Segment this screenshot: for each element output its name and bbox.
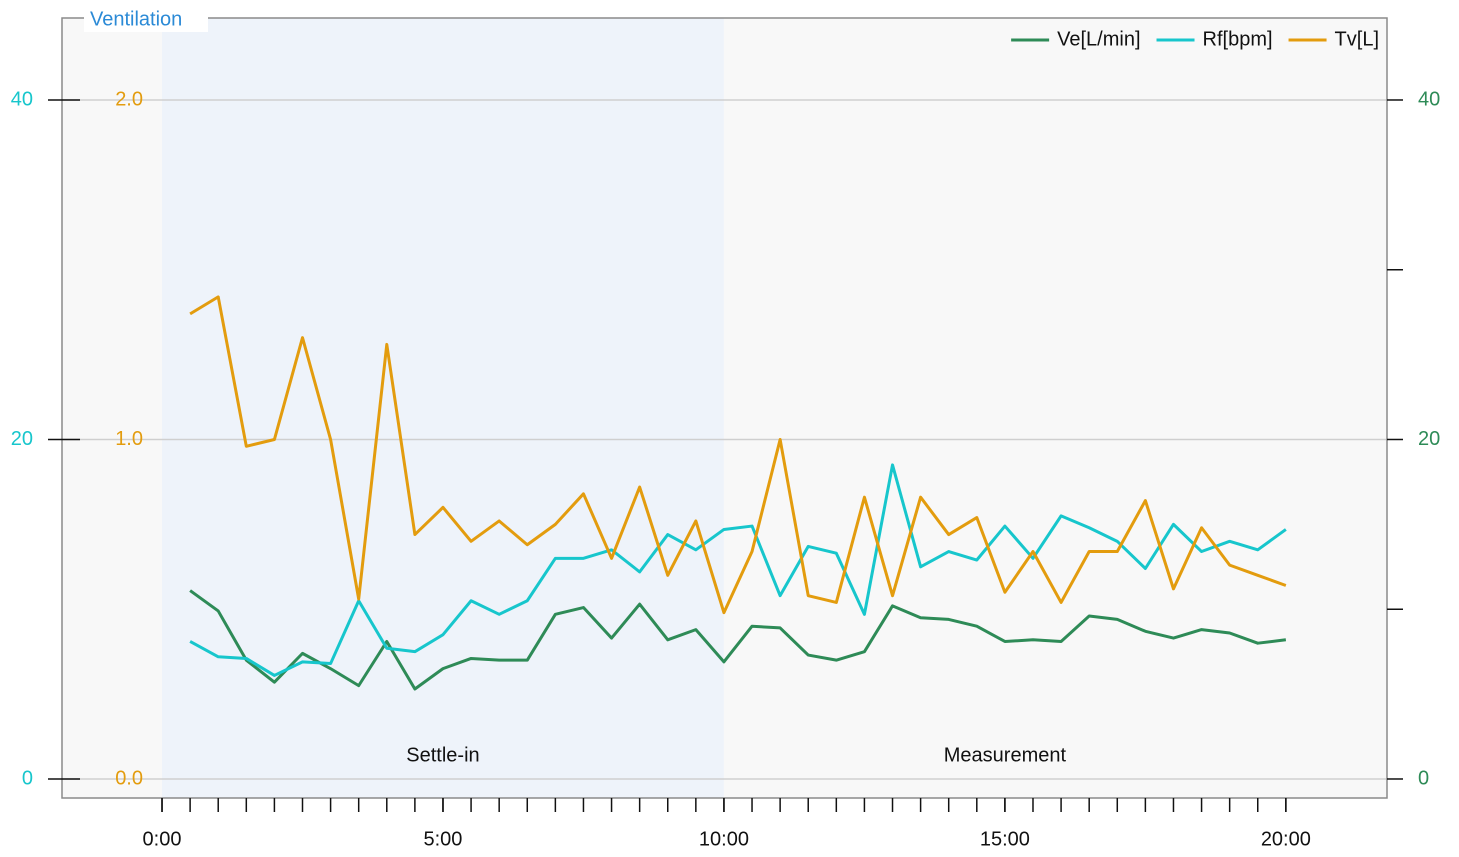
x-tick-label: 15:00 — [980, 828, 1030, 850]
y2-tick-label: 40 — [1418, 88, 1440, 110]
series-line — [189, 295, 1287, 615]
y2-tick-label: 0 — [1418, 767, 1429, 789]
x-tick-label: 0:00 — [143, 828, 182, 850]
grid — [62, 99, 1387, 780]
chart-title: Ventilation — [90, 8, 182, 30]
region — [162, 18, 724, 798]
x-tick-label: 5:00 — [424, 828, 463, 850]
y3-tick-label: 0.0 — [115, 767, 143, 789]
lines — [189, 295, 1287, 691]
x-tick-label: 20:00 — [1261, 828, 1311, 850]
regions: Settle-in Measurement — [162, 18, 1286, 798]
y3-tick-label: 1.0 — [115, 428, 143, 450]
y3-tick-label: 2.0 — [115, 88, 143, 110]
region — [723, 18, 1286, 798]
region-label: Measurement — [944, 744, 1067, 766]
y-tick-label: 0 — [22, 767, 33, 789]
y2-tick-label: 20 — [1418, 428, 1440, 450]
y-tick-label: 40 — [11, 88, 33, 110]
legend-label: Ve[L/min] — [1057, 28, 1140, 50]
title-background — [84, 6, 208, 32]
y-tick-label: 20 — [11, 428, 33, 450]
x-tick-label: 10:00 — [699, 828, 749, 850]
axes: 0 20 40 0.0 1.0 2.0 0 20 40 0:00 5:00 10:00 15:00 20:… — [11, 88, 1441, 850]
legend-label: Rf[bpm] — [1203, 28, 1273, 50]
legend-label: Tv[L] — [1335, 28, 1379, 50]
legend: Tv[L] Rf[bpm] Ve[L/min] — [1011, 28, 1379, 50]
series-line — [189, 463, 1287, 677]
series-line — [189, 589, 1287, 691]
region-label: Settle-in — [406, 744, 479, 766]
